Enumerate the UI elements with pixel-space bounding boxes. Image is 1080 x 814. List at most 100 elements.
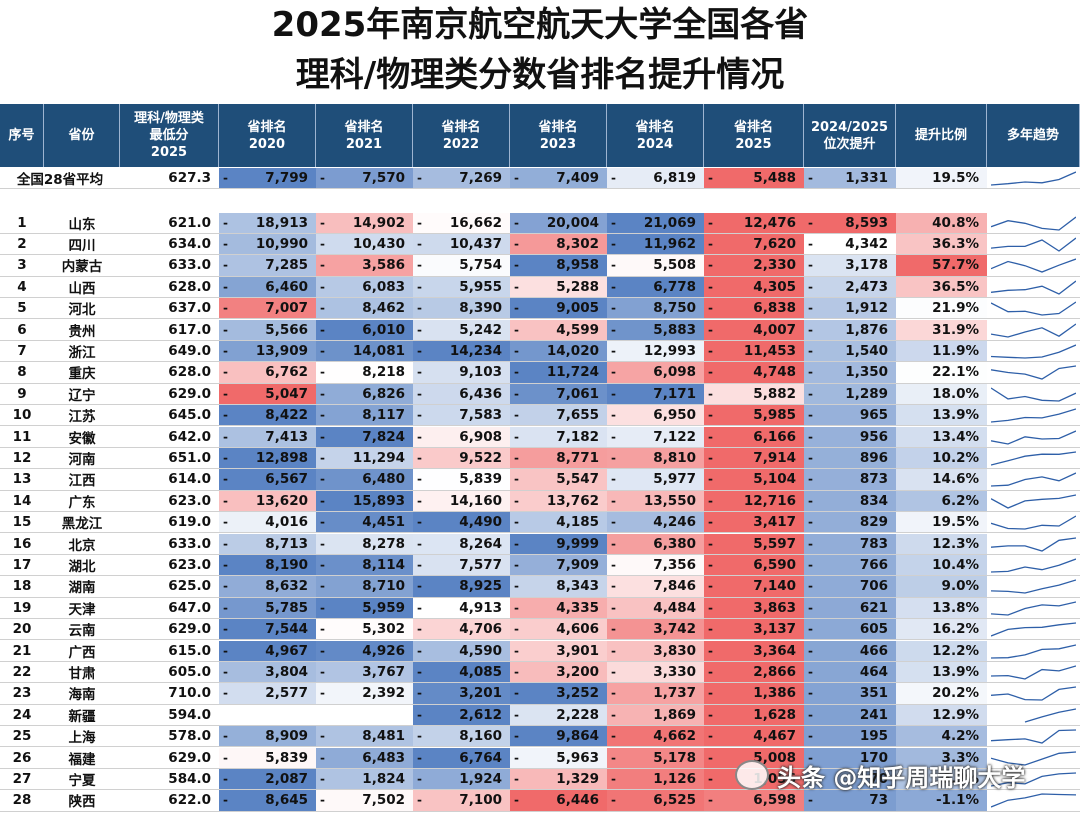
dash-marker: - [320, 729, 325, 744]
rank-gain: - 1,289 [804, 383, 896, 405]
cell-text: 6,525 [653, 792, 696, 809]
dash-marker: - [514, 472, 519, 487]
rank-2025: - 6,590 [704, 554, 804, 576]
cell-text: 21,069 [643, 214, 696, 231]
cell-text: 647.0 [168, 599, 211, 616]
table-row: 22 甘肃 605.0-3,804-3,767-4,085-3,200-3,330-… [0, 661, 1080, 684]
dash-marker: - [417, 622, 422, 637]
rank-gain: - 706 [804, 576, 896, 597]
rank-2025: - 3,364 [704, 640, 804, 661]
rank-2020: - 18,913 [219, 212, 316, 233]
rank-2024: - 5,178 [607, 747, 704, 768]
cell-text: 10.2% [932, 450, 979, 467]
gain-ratio: 6.2% [896, 768, 987, 790]
rank-index: 20 [0, 619, 44, 639]
rank-2023: - 4,599 [510, 319, 607, 340]
rank-index: 10 [0, 405, 44, 425]
gain-ratio: 10.2% [896, 447, 987, 469]
cell-text: 重庆 [68, 366, 96, 383]
cell-text: 5,785 [265, 599, 308, 616]
rank-2024: - 7,122 [607, 426, 704, 447]
dash-marker: - [808, 707, 813, 722]
dash-marker: - [611, 451, 616, 466]
dash-marker: - [514, 451, 519, 466]
rank-2022: - 10,437 [413, 233, 510, 255]
dash-marker: - [320, 237, 325, 252]
cell-text: 22.1% [932, 364, 979, 381]
cell-text: 9,999 [556, 535, 599, 552]
gain-ratio: 12.9% [896, 704, 987, 726]
rank-2022: - 7,577 [413, 554, 510, 576]
rank-index: 21 [0, 641, 44, 661]
cell-text: 15 [12, 514, 32, 531]
cell-text: 7,583 [459, 407, 502, 424]
cell-text: 11.9% [932, 343, 979, 360]
cell-text: 617.0 [168, 321, 211, 338]
province-name: 广东 [44, 491, 120, 511]
rank-2022: - 5,754 [413, 255, 510, 276]
cell-text: 36.3% [932, 236, 979, 253]
rank-2023: - 13,762 [510, 490, 607, 512]
dash-marker: - [417, 643, 422, 658]
cell-text: 27 [12, 771, 32, 788]
cell-text: 10.4% [932, 557, 979, 574]
dash-marker: - [808, 622, 813, 637]
dash-marker: - [320, 493, 325, 508]
cell-text: 7,577 [459, 557, 502, 574]
cell-text: 594.0 [168, 706, 211, 723]
rank-2022: - 16,662 [413, 212, 510, 233]
cell-text: 706 [859, 578, 888, 595]
cell-text: 5,977 [653, 471, 696, 488]
cell-text: 云南 [68, 623, 96, 640]
cell-text: 11,724 [546, 364, 599, 381]
trend-sparkline [991, 729, 1076, 744]
dash-marker: - [611, 429, 616, 444]
dash-marker: - [223, 301, 228, 316]
rank-2022: - 1,924 [413, 768, 510, 790]
cell-text: 江苏 [68, 409, 96, 426]
dash-marker: - [514, 301, 519, 316]
rank-2023: - 6,446 [510, 790, 607, 811]
rank-2022: - 7,583 [413, 405, 510, 426]
cell-text: 10,990 [255, 236, 308, 253]
cell-text: 6,762 [265, 364, 308, 381]
cell-text: 6,590 [753, 557, 796, 574]
dash-marker: - [320, 322, 325, 337]
cell-text: 6,826 [362, 385, 405, 402]
cell-text: 1,386 [753, 685, 796, 702]
rank-2024: - 3,830 [607, 640, 704, 661]
rank-2021: - 3,586 [316, 255, 413, 276]
cell-text: 628.0 [168, 278, 211, 295]
dash-marker: - [223, 365, 228, 380]
header-col-4: 省排名 2021 [316, 104, 413, 167]
dash-marker: - [320, 600, 325, 615]
cell-text: 12,476 [743, 214, 796, 231]
dash-marker: - [417, 515, 422, 530]
dash-marker: - [808, 365, 813, 380]
cell-text: 8,771 [556, 450, 599, 467]
cell-text: 3,742 [653, 621, 696, 638]
gain-ratio: 20.2% [896, 683, 987, 704]
dash-marker: - [514, 408, 519, 423]
trend-line [991, 793, 1076, 808]
rank-index: 8 [0, 362, 44, 382]
table-row: 16 北京 633.0-8,713-8,278-8,264-9,999-6,380-… [0, 533, 1080, 555]
cell-text: 710.0 [168, 685, 211, 702]
trend-sparkline [991, 793, 1076, 808]
cell-text: 625.0 [168, 578, 211, 595]
dash-marker: - [417, 793, 422, 808]
rank-index: 7 [0, 341, 44, 361]
cell-text: 28 [12, 792, 32, 809]
trend-line [991, 429, 1076, 445]
cell-text: 12.9% [932, 706, 979, 723]
dash-marker: - [223, 258, 228, 273]
min-score: 623.0 [120, 555, 219, 575]
min-score: 625.0 [120, 576, 219, 596]
min-score: 605.0 [120, 662, 219, 682]
rank-2021: - 7,502 [316, 790, 413, 811]
gain-ratio: 14.6% [896, 469, 987, 490]
rank-2020: - 7,413 [219, 426, 316, 447]
trend-line [991, 643, 1076, 659]
cell-text: 8,218 [362, 364, 405, 381]
rank-2022: - 8,390 [413, 298, 510, 319]
